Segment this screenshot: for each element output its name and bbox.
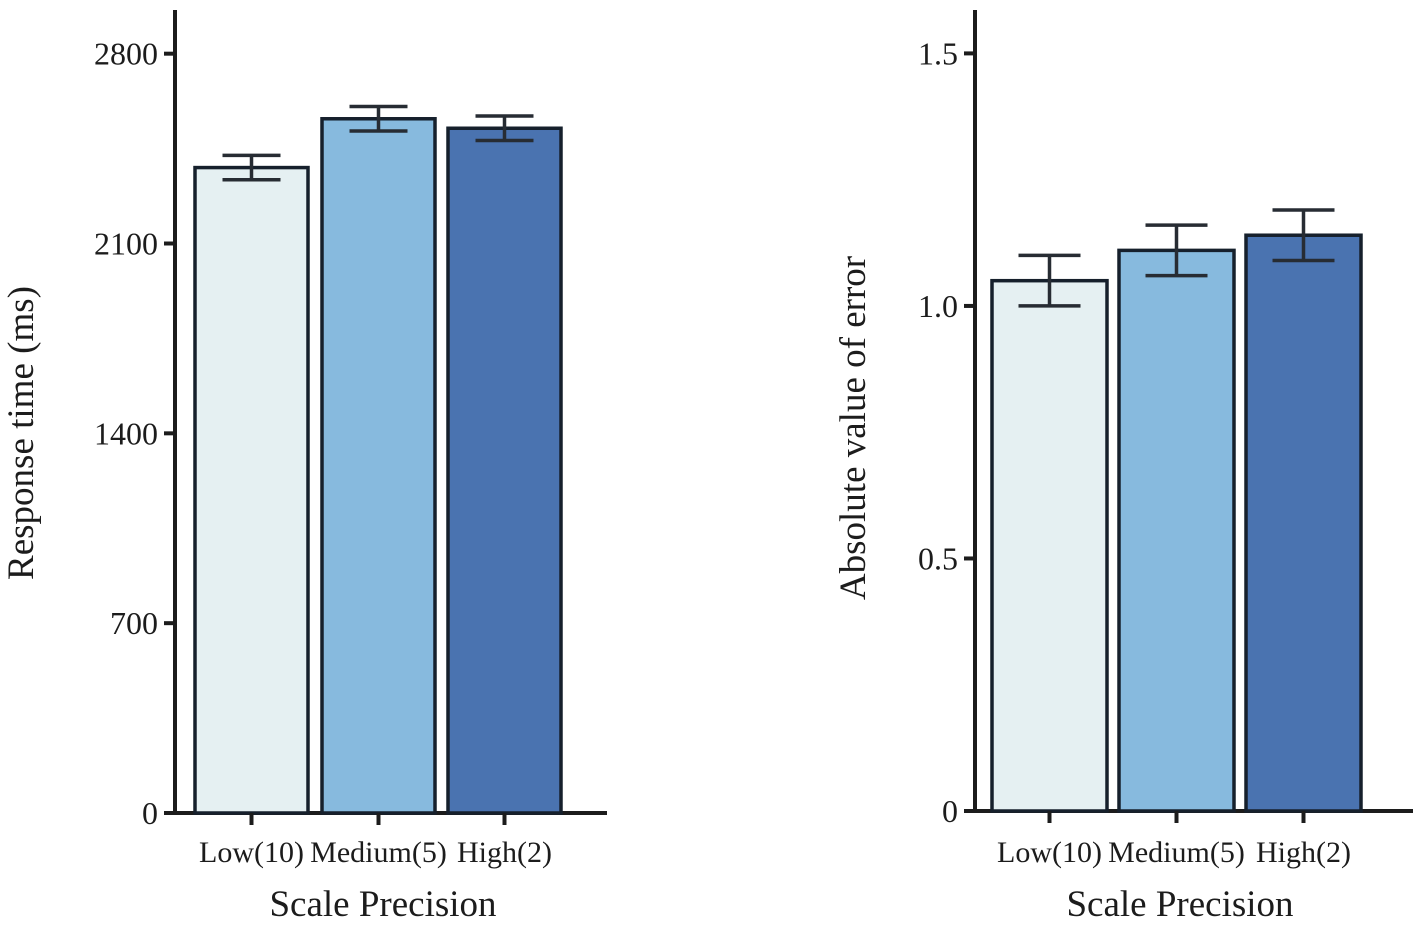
y-axis-title: Absolute value of error [833,256,874,600]
x-tick-label-high-2: High(2) [457,836,552,869]
bar-medium-5 [320,117,437,815]
bar-chart-response-time: 0 700 1400 2100 2800 Low(10) Medium(5) High(2) S… [1,10,607,925]
y-tick-label: 2100 [94,226,158,262]
y-axis-title: Response time (ms) [1,286,42,580]
y-tick-label: 1.0 [918,288,958,324]
x-tick-label-low-10: Low(10) [199,836,304,869]
x-axis-title: Scale Precision [1066,884,1293,925]
x-tick-label-medium-5: Medium(5) [1108,836,1245,869]
x-tick-label-high-2: High(2) [1256,836,1351,869]
y-tick-label: 0.5 [918,540,958,576]
y-tick-label: 1.5 [918,35,958,71]
bar-high-2 [1244,233,1363,813]
y-tick-label: 0 [142,795,158,831]
y-tick-label: 2800 [94,36,158,72]
y-tick-label: 1400 [94,415,158,451]
x-tick-label-low-10: Low(10) [997,836,1102,869]
y-tick-label: 700 [110,605,158,641]
bar-low-10 [193,165,310,815]
x-tick-label-medium-5: Medium(5) [310,836,447,869]
y-tick-label: 0 [942,793,958,829]
bar-low-10 [990,278,1109,813]
x-axis-title: Scale Precision [269,884,496,925]
bar-high-2 [446,126,563,815]
bar-chart-absolute-error: 0 0.5 1.0 1.5 Low(10) Medium(5) High(2) Scale P… [833,10,1413,925]
bar-medium-5 [1117,248,1236,813]
